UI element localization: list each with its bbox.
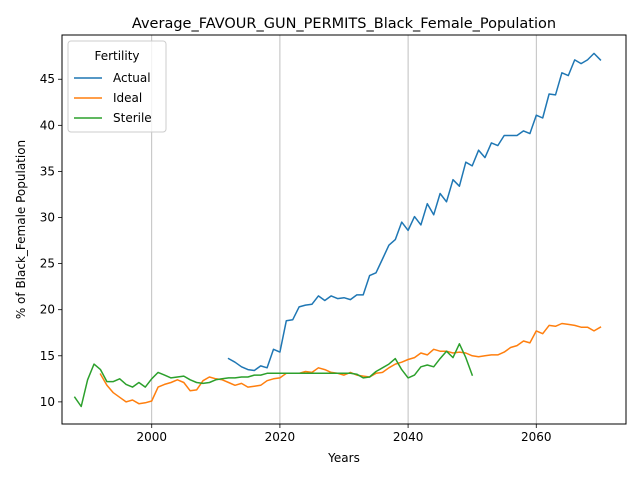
y-tick-label: 35 <box>40 164 55 178</box>
x-axis: 2000 2020 2040 2060 <box>136 424 552 444</box>
y-tick-label: 40 <box>40 118 55 132</box>
x-tick-label: 2040 <box>393 430 424 444</box>
x-tick-label: 2060 <box>521 430 552 444</box>
legend: Fertility Actual Ideal Sterile <box>67 40 167 133</box>
chart-title: Average_FAVOUR_GUN_PERMITS_Black_Female_… <box>132 16 556 32</box>
legend-title: Fertility <box>94 49 139 63</box>
y-tick-label: 25 <box>40 257 55 271</box>
plot-frame <box>61 34 627 425</box>
y-axis-title: % of Black_Female Population <box>14 140 28 319</box>
series-line-sterile <box>73 343 474 408</box>
series-line-ideal <box>99 322 602 405</box>
y-tick-label: 10 <box>40 395 55 409</box>
x-tick-label: 2020 <box>265 430 296 444</box>
y-tick-label: 45 <box>40 72 55 86</box>
x-axis-title: Years <box>327 451 360 465</box>
legend-box <box>67 40 167 133</box>
series-line-actual <box>227 52 602 372</box>
legend-label-actual: Actual <box>113 71 151 85</box>
y-tick-label: 30 <box>40 211 55 225</box>
y-axis: 10 15 20 25 30 35 40 45 <box>40 72 62 409</box>
legend-label-sterile: Sterile <box>113 111 152 125</box>
x-tick-label: 2000 <box>136 430 167 444</box>
y-tick-label: 20 <box>40 303 55 317</box>
series-layer <box>73 52 602 408</box>
y-tick-label: 15 <box>40 349 55 363</box>
legend-label-ideal: Ideal <box>113 91 142 105</box>
legend-entries: Actual Ideal Sterile <box>74 71 152 125</box>
